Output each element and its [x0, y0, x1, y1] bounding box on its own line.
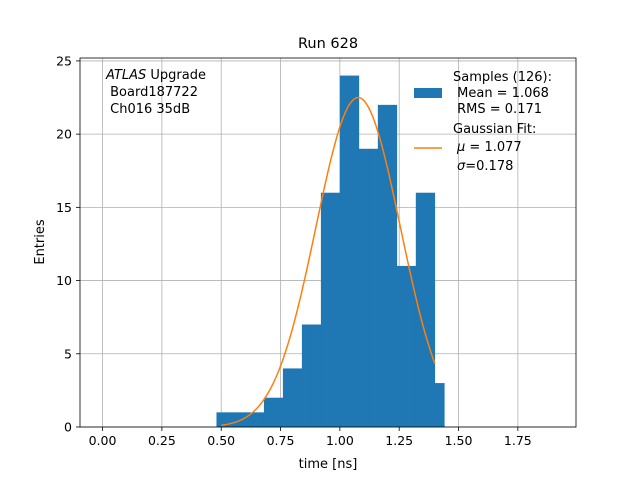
histogram-bars	[216, 75, 445, 428]
histogram-bar	[339, 75, 350, 428]
sigma-value: =0.178	[465, 159, 513, 174]
histogram-bar	[254, 412, 265, 427]
histogram-bar	[263, 397, 274, 427]
histogram-bar	[358, 148, 369, 428]
histogram-bar	[349, 75, 360, 428]
legend-hist-swatch	[414, 88, 442, 98]
legend-hist-title: Samples (126):	[453, 70, 552, 85]
info-line-board: Board187722	[106, 85, 198, 100]
upgrade-label: Upgrade	[146, 68, 206, 83]
histogram-bar	[425, 192, 436, 427]
histogram-bar	[406, 265, 417, 427]
y-tick-label: 10	[56, 273, 72, 288]
sigma-symbol: σ	[457, 159, 466, 174]
legend: Samples (126): Mean = 1.068 RMS = 0.171 …	[414, 70, 552, 174]
y-axis-label: Entries	[33, 219, 48, 265]
histogram-bar	[320, 192, 331, 427]
histogram-bar	[301, 324, 312, 427]
legend-fit-title: Gaussian Fit:	[453, 122, 536, 137]
info-line-channel: Ch016 35dB	[106, 102, 190, 117]
atlas-label: ATLAS	[105, 68, 146, 83]
histogram-bar	[282, 368, 293, 427]
y-axis-ticks: 0 5 10 15 20 25	[56, 53, 80, 435]
histogram-bar	[311, 324, 322, 427]
x-tick-label: 1.00	[326, 433, 354, 448]
histogram-bar	[225, 412, 236, 427]
x-tick-label: 0.75	[267, 433, 295, 448]
histogram-bar	[377, 104, 388, 427]
x-tick-label: 0.00	[89, 433, 117, 448]
x-axis-ticks: 0.00 0.25 0.50 0.75 1.00 1.25 1.50 1.75	[89, 427, 532, 448]
plot-frame	[79, 57, 577, 428]
info-text-box: ATLAS Upgrade Board187722 Ch016 35dB	[105, 68, 206, 117]
histogram-bar	[216, 412, 227, 427]
x-tick-label: 1.75	[504, 433, 532, 448]
histogram-bar	[415, 192, 426, 427]
x-tick-label: 1.50	[445, 433, 473, 448]
y-tick-label: 15	[56, 200, 72, 215]
histogram-bar	[396, 265, 407, 427]
histogram-bar	[387, 104, 398, 427]
legend-fit-mu: μ = 1.077	[456, 140, 522, 155]
y-tick-label: 0	[64, 420, 72, 435]
x-tick-label: 0.25	[148, 433, 176, 448]
chart-title: Run 628	[298, 36, 358, 52]
mu-symbol: μ	[456, 140, 465, 155]
x-axis-label: time [ns]	[299, 457, 358, 472]
histogram-bar	[292, 368, 303, 427]
histogram-bar	[244, 412, 255, 427]
legend-fit-sigma: σ=0.178	[457, 159, 513, 174]
legend-hist-rms: RMS = 0.171	[453, 102, 542, 117]
histogram-bar	[273, 397, 284, 427]
y-tick-label: 20	[56, 127, 72, 142]
y-tick-label: 25	[56, 53, 72, 68]
x-tick-label: 0.50	[207, 433, 235, 448]
mu-value: = 1.077	[465, 140, 521, 155]
y-tick-label: 5	[64, 346, 72, 361]
info-line-atlas: ATLAS Upgrade	[105, 68, 206, 83]
x-tick-label: 1.25	[385, 433, 413, 448]
histogram-bar	[330, 192, 341, 427]
legend-hist-mean: Mean = 1.068	[453, 86, 549, 101]
histogram-bar	[368, 148, 379, 428]
histogram-bar	[434, 383, 445, 427]
gaussian-fit-curve	[221, 96, 436, 427]
